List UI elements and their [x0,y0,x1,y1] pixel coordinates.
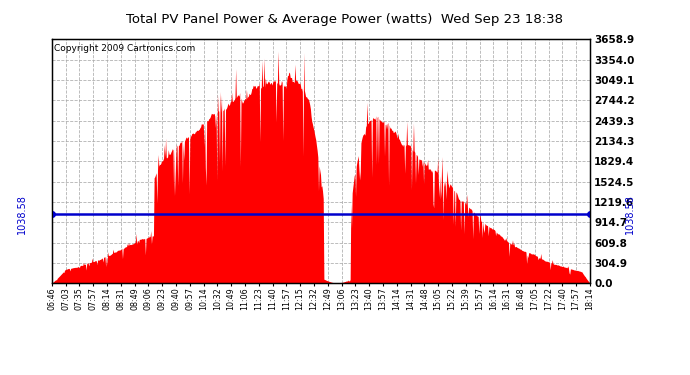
Text: 1038.58: 1038.58 [17,194,27,234]
Text: Total PV Panel Power & Average Power (watts)  Wed Sep 23 18:38: Total PV Panel Power & Average Power (wa… [126,13,564,26]
Text: 1038.58: 1038.58 [625,194,635,234]
Text: Copyright 2009 Cartronics.com: Copyright 2009 Cartronics.com [55,44,196,53]
